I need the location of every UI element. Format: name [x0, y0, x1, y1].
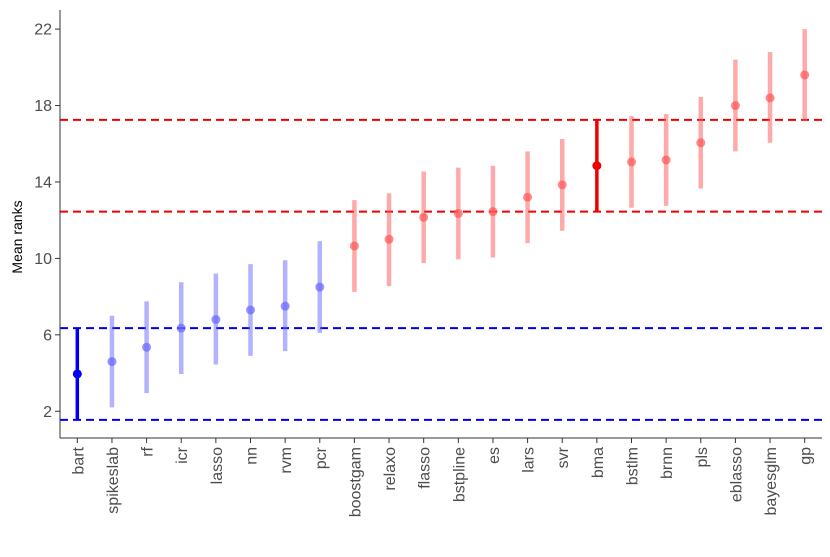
y-axis-ticks: 2 6 10 14 18 22 [34, 22, 60, 421]
mean-point-svr [557, 180, 567, 190]
y-tick-label-10: 10 [34, 251, 52, 268]
x-tick-label-flasso: flasso [417, 447, 434, 489]
mean-point-spikeslab [107, 357, 117, 367]
x-tick-label-icr: icr [174, 446, 191, 464]
x-tick-label-bart: bart [70, 446, 87, 474]
x-tick-label-eblasso: eblasso [728, 447, 745, 502]
y-tick-label-18: 18 [34, 98, 52, 115]
y-tick-label-2: 2 [43, 404, 52, 421]
mean-point-bstpline [453, 208, 463, 218]
mean-point-es [488, 207, 498, 217]
y-tick-label-6: 6 [43, 327, 52, 344]
x-tick-label-bayesglm: bayesglm [763, 447, 780, 515]
y-tick-label-14: 14 [34, 174, 52, 191]
x-tick-label-pls: pls [694, 447, 711, 467]
x-tick-label-lasso: lasso [209, 447, 226, 484]
mean-point-gp [800, 70, 810, 80]
y-tick-label-22: 22 [34, 22, 52, 39]
mean-point-eblasso [730, 101, 740, 111]
x-tick-label-bma: bma [590, 447, 607, 478]
mean-point-bma [592, 161, 602, 171]
mean-point-flasso [419, 212, 429, 222]
interval-bars [75, 29, 807, 420]
x-tick-label-rvm: rvm [278, 447, 295, 474]
mean-point-relaxo [384, 234, 394, 244]
reference-lines [60, 118, 822, 421]
x-tick-label-svr: svr [555, 446, 572, 468]
x-tick-label-lars: lars [521, 447, 538, 473]
x-tick-label-spikeslab: spikeslab [105, 447, 122, 514]
x-tick-label-boostgam: boostgam [347, 447, 364, 517]
x-tick-label-gp: gp [798, 447, 815, 465]
mean-point-lasso [211, 315, 221, 325]
mean-point-pcr [315, 282, 325, 292]
axes [59, 10, 822, 439]
x-tick-label-brnn: brnn [659, 447, 676, 479]
mean-point-boostgam [349, 241, 359, 251]
mean-points [72, 70, 810, 379]
x-tick-label-rf: rf [140, 446, 157, 456]
x-tick-label-relaxo: relaxo [382, 447, 399, 491]
mean-point-bayesglm [765, 93, 775, 103]
x-tick-label-bstlm: bstlm [625, 447, 642, 485]
mean-point-lars [523, 192, 533, 202]
mean-point-nn [246, 305, 255, 315]
y-axis-title: Mean ranks [9, 200, 25, 273]
x-axis-ticks: bart spikeslab rf icr lasso nn rvm pcr boostgam r… [70, 438, 815, 517]
x-tick-label-pcr: pcr [313, 446, 330, 469]
mean-point-brnn [661, 155, 671, 165]
mean-point-rvm [280, 301, 290, 311]
mean-point-icr [176, 323, 186, 333]
mean-point-pls [696, 138, 706, 148]
x-tick-label-bstpline: bstpline [451, 447, 468, 502]
mean-point-bstlm [627, 157, 636, 167]
x-tick-label-nn: nn [244, 447, 261, 465]
x-tick-label-es: es [486, 447, 503, 464]
mean-point-bart [72, 369, 82, 379]
mean-point-rf [142, 342, 152, 352]
